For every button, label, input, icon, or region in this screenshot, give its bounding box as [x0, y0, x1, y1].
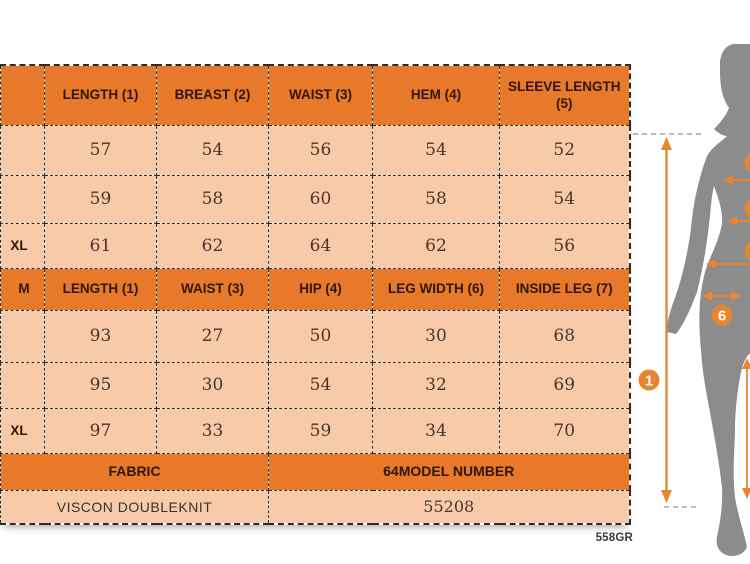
fabric-value-row: VISCON DOUBLEKNIT 55208	[0, 489, 630, 525]
value-cell: 69	[499, 361, 630, 409]
size-cell	[0, 309, 45, 363]
inside-leg-arrow	[742, 358, 750, 499]
header-inside-leg: INSIDE LEG (7)	[499, 267, 630, 311]
value-cell: 54	[156, 124, 269, 176]
value-cell: 59	[44, 174, 157, 224]
hip-arrow	[706, 259, 750, 269]
value-cell: 54	[372, 124, 500, 176]
breast-arrow	[723, 175, 750, 185]
length-arrow	[661, 137, 672, 503]
model-number-value: 55208	[268, 489, 630, 525]
value-cell: 95	[44, 361, 157, 409]
header-waist-pants: WAIST (3)	[156, 267, 269, 311]
value-cell: 62	[372, 222, 500, 269]
fabric-value: VISCON DOUBLEKNIT	[0, 489, 269, 525]
value-cell: 32	[372, 361, 500, 409]
badge-length: 1	[638, 369, 660, 391]
size-chart-table: LENGTH (1) BREAST (2) WAIST (3) HEM (4) …	[0, 64, 631, 525]
size-cell	[0, 174, 45, 224]
bottom-header-row: M LENGTH (1) WAIST (3) HIP (4) LEG WIDTH…	[0, 267, 630, 311]
value-cell: 30	[156, 361, 269, 409]
value-cell: 54	[499, 174, 630, 224]
size-chart: LENGTH (1) BREAST (2) WAIST (3) HEM (4) …	[0, 64, 631, 525]
measurement-figure: 1 6	[633, 43, 750, 556]
value-cell: 64	[268, 222, 373, 269]
waist-arrow	[727, 216, 750, 226]
value-cell: 70	[499, 407, 630, 454]
badge-partial-breast	[744, 152, 750, 172]
size-column-header	[0, 64, 45, 126]
top-header-row: LENGTH (1) BREAST (2) WAIST (3) HEM (4) …	[0, 64, 630, 126]
table-row: 95 30 54 32 69	[0, 361, 630, 409]
value-cell: 62	[156, 222, 269, 269]
table-row: 57 54 56 54 52	[0, 124, 630, 176]
size-cell	[0, 361, 45, 409]
value-cell: 68	[499, 309, 630, 363]
header-hem: HEM (4)	[372, 64, 500, 126]
value-cell: 57	[44, 124, 157, 176]
value-cell: 97	[44, 407, 157, 454]
badge-leg-width: 6	[711, 304, 733, 326]
value-cell: 58	[372, 174, 500, 224]
value-cell: 59	[268, 407, 373, 454]
table-row: XL 97 33 59 34 70	[0, 407, 630, 454]
value-cell: 52	[499, 124, 630, 176]
badge-partial-hip	[744, 241, 750, 261]
value-cell: 27	[156, 309, 269, 363]
fabric-label: FABRIC	[0, 452, 269, 491]
leg-width-arrow	[702, 291, 741, 301]
value-cell: 33	[156, 407, 269, 454]
value-cell: 56	[499, 222, 630, 269]
fabric-header-row: FABRIC 64MODEL NUMBER	[0, 452, 630, 491]
value-cell: 58	[156, 174, 269, 224]
size-cell: XL	[0, 222, 45, 269]
value-cell: 34	[372, 407, 500, 454]
table-row: XL 61 62 64 62 56	[0, 222, 630, 269]
value-cell: 60	[268, 174, 373, 224]
value-cell: 93	[44, 309, 157, 363]
watermark-code: 558GR	[595, 532, 633, 544]
header-length: LENGTH (1)	[44, 64, 157, 126]
value-cell: 54	[268, 361, 373, 409]
header-waist: WAIST (3)	[268, 64, 373, 126]
badge-length-number: 1	[645, 373, 653, 390]
header-sleeve-length: SLEEVE LENGTH (5)	[499, 64, 630, 126]
badge-partial-waist	[744, 199, 750, 219]
badge-leg-width-number: 6	[718, 308, 726, 325]
value-cell: 30	[372, 309, 500, 363]
size-cell	[0, 124, 45, 176]
value-cell: 61	[44, 222, 157, 269]
header-leg-width: LEG WIDTH (6)	[372, 267, 500, 311]
header-length-pants: LENGTH (1)	[44, 267, 157, 311]
value-cell: 50	[268, 309, 373, 363]
woman-silhouette	[666, 43, 750, 556]
table-row: 93 27 50 30 68	[0, 309, 630, 363]
value-cell: 56	[268, 124, 373, 176]
header-breast: BREAST (2)	[156, 64, 269, 126]
header-hip: HIP (4)	[268, 267, 373, 311]
model-number-label: 64MODEL NUMBER	[268, 452, 630, 491]
size-cell: XL	[0, 407, 45, 454]
size-column-header-cm: M	[0, 267, 45, 311]
table-row: 59 58 60 58 54	[0, 174, 630, 224]
